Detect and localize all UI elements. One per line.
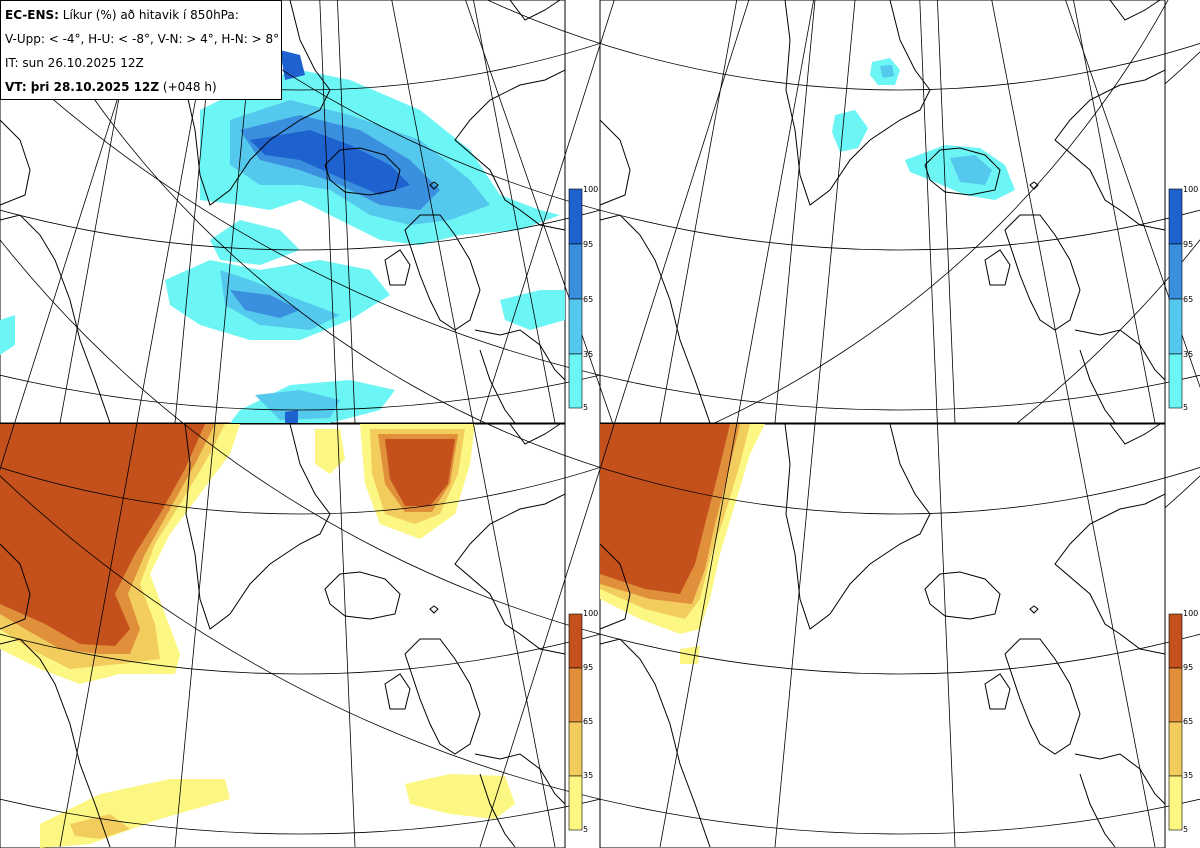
- tick-label: 100: [1183, 185, 1199, 194]
- thresholds-line: V-Upp: < -4°, H-U: < -8°, V-N: > 4°, H-N…: [5, 32, 280, 46]
- tick-label: 95: [583, 240, 594, 249]
- colorbar-cold-right: [1168, 188, 1183, 409]
- tick-label: 5: [583, 403, 589, 412]
- cold-8-probability-fill: [832, 58, 1015, 200]
- tick-label: 95: [1183, 240, 1194, 249]
- tick-label: 95: [1183, 663, 1194, 672]
- valid-time-line: VT: þri 28.10.2025 12Z (+048 h): [5, 75, 277, 99]
- valid-offset: (+048 h): [162, 80, 217, 94]
- tick-label: 100: [1183, 609, 1199, 618]
- panel-cold-8: [0, 0, 1200, 424]
- tick-label: 35: [583, 350, 594, 359]
- info-box: EC-ENS: Líkur (%) að hitavik í 850hPa: V…: [0, 0, 282, 100]
- model-label: EC-ENS:: [5, 8, 59, 22]
- title-text: Líkur (%) að hitavik í 850hPa:: [62, 8, 239, 22]
- tick-label: 65: [1183, 717, 1194, 726]
- tick-label: 95: [583, 663, 594, 672]
- colorbar-warm-right: [1168, 613, 1183, 831]
- tick-label: 5: [1183, 403, 1189, 412]
- tick-label: 35: [1183, 350, 1194, 359]
- tick-label: 100: [583, 185, 599, 194]
- tick-label: 35: [1183, 771, 1194, 780]
- colorbar-warm-left: [568, 613, 583, 831]
- tick-label: 65: [1183, 295, 1194, 304]
- warm-4-probability-fill: [0, 424, 515, 848]
- valid-time: VT: þri 28.10.2025 12Z: [5, 80, 160, 94]
- tick-label: 65: [583, 717, 594, 726]
- tick-label: 100: [583, 609, 599, 618]
- cold-4-probability-fill: [0, 50, 565, 423]
- warm-8-probability-fill: [600, 424, 765, 664]
- tick-label: 5: [1183, 825, 1189, 834]
- init-time: IT: sun 26.10.2025 12Z: [5, 56, 144, 70]
- colorbar-cold-top: [568, 188, 583, 409]
- title-line: EC-ENS: Líkur (%) að hitavik í 850hPa:: [5, 3, 277, 27]
- tick-label: 35: [583, 771, 594, 780]
- tick-label: 5: [583, 825, 589, 834]
- tick-label: 65: [583, 295, 594, 304]
